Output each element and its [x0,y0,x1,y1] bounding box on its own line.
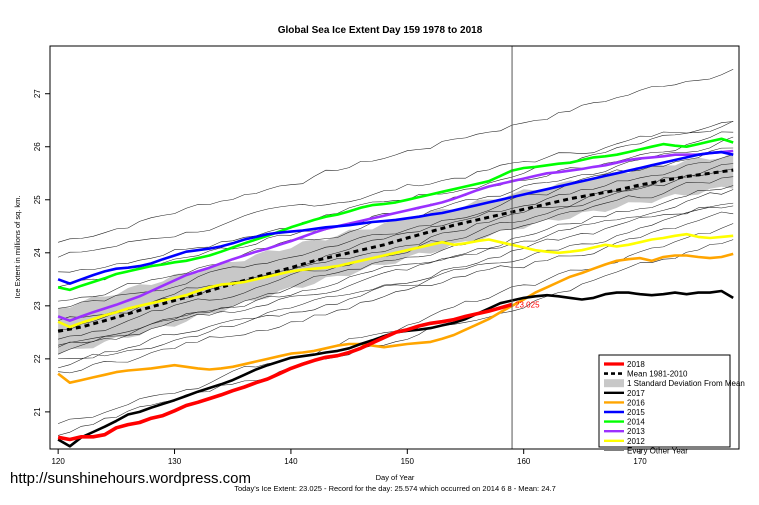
series-line-2015 [57,150,734,285]
legend-label: 1 Standard Deviation From Mean [627,379,745,388]
thin-year-line [57,185,734,348]
plot-frame [49,45,740,450]
thin-year-line [58,154,734,321]
chart-title: Global Sea Ice Extent Day 159 1978 to 20… [278,25,483,36]
y-axis: 21 22 23 24 25 26 27 [33,89,50,416]
series-line-2016 [57,252,734,385]
y-tick-label: 23 [33,301,42,310]
series-line-2012 [57,232,734,329]
legend-label: 2015 [627,408,645,417]
y-tick-label: 26 [33,142,42,151]
mean-line-group [57,168,734,333]
y-tick-label: 25 [33,195,42,204]
legend-swatch [604,379,624,388]
thin-year-line [58,176,734,346]
legend-label: 2014 [627,418,645,427]
x-tick-label: 150 [401,457,415,466]
mean-line [57,168,734,333]
legend-label: Mean 1981-2010 [627,370,688,379]
legend-label: 2012 [627,437,645,446]
x-axis-label: Day of Year [376,473,415,482]
x-axis: 120 130 140 150 160 170 [51,449,647,466]
series-line-2013 [57,149,734,323]
y-tick-label: 24 [33,248,42,257]
site-url[interactable]: http://sunshinehours.wordpress.com [10,470,251,487]
legend-box [598,354,731,448]
thin-year-line [58,121,734,273]
thin-year-line [58,211,734,374]
y-tick-label: 27 [33,89,42,98]
footer-note: Today's Ice Extent: 23.025 - Record for … [234,484,556,493]
legend-label: 2017 [627,389,645,398]
x-tick-label: 120 [51,457,65,466]
series-line-2018 [57,302,513,442]
legend-label: 2013 [627,427,645,436]
thin-year-line [58,69,734,243]
legend-label: Every Other Year [627,446,688,455]
thin-year-line [58,202,734,359]
y-tick-label: 22 [33,354,42,363]
x-tick-label: 170 [633,457,647,466]
legend-label: 2018 [627,360,645,369]
thin-year-line [57,189,734,355]
y-axis-label: Ice Extent in millions of sq. km. [13,196,22,299]
thin-year-line [57,120,734,258]
x-tick-label: 160 [517,457,531,466]
thin-year-line [58,205,734,369]
year-series [57,137,734,448]
current-value-label: 23.025 [515,301,540,310]
series-line-2014 [57,137,734,292]
x-tick-label: 140 [284,457,298,466]
y-tick-label: 21 [33,407,42,416]
legend-label: 2016 [627,398,645,407]
x-tick-label: 130 [168,457,182,466]
thin-year-line [58,147,734,309]
thin-year-line [58,168,734,340]
